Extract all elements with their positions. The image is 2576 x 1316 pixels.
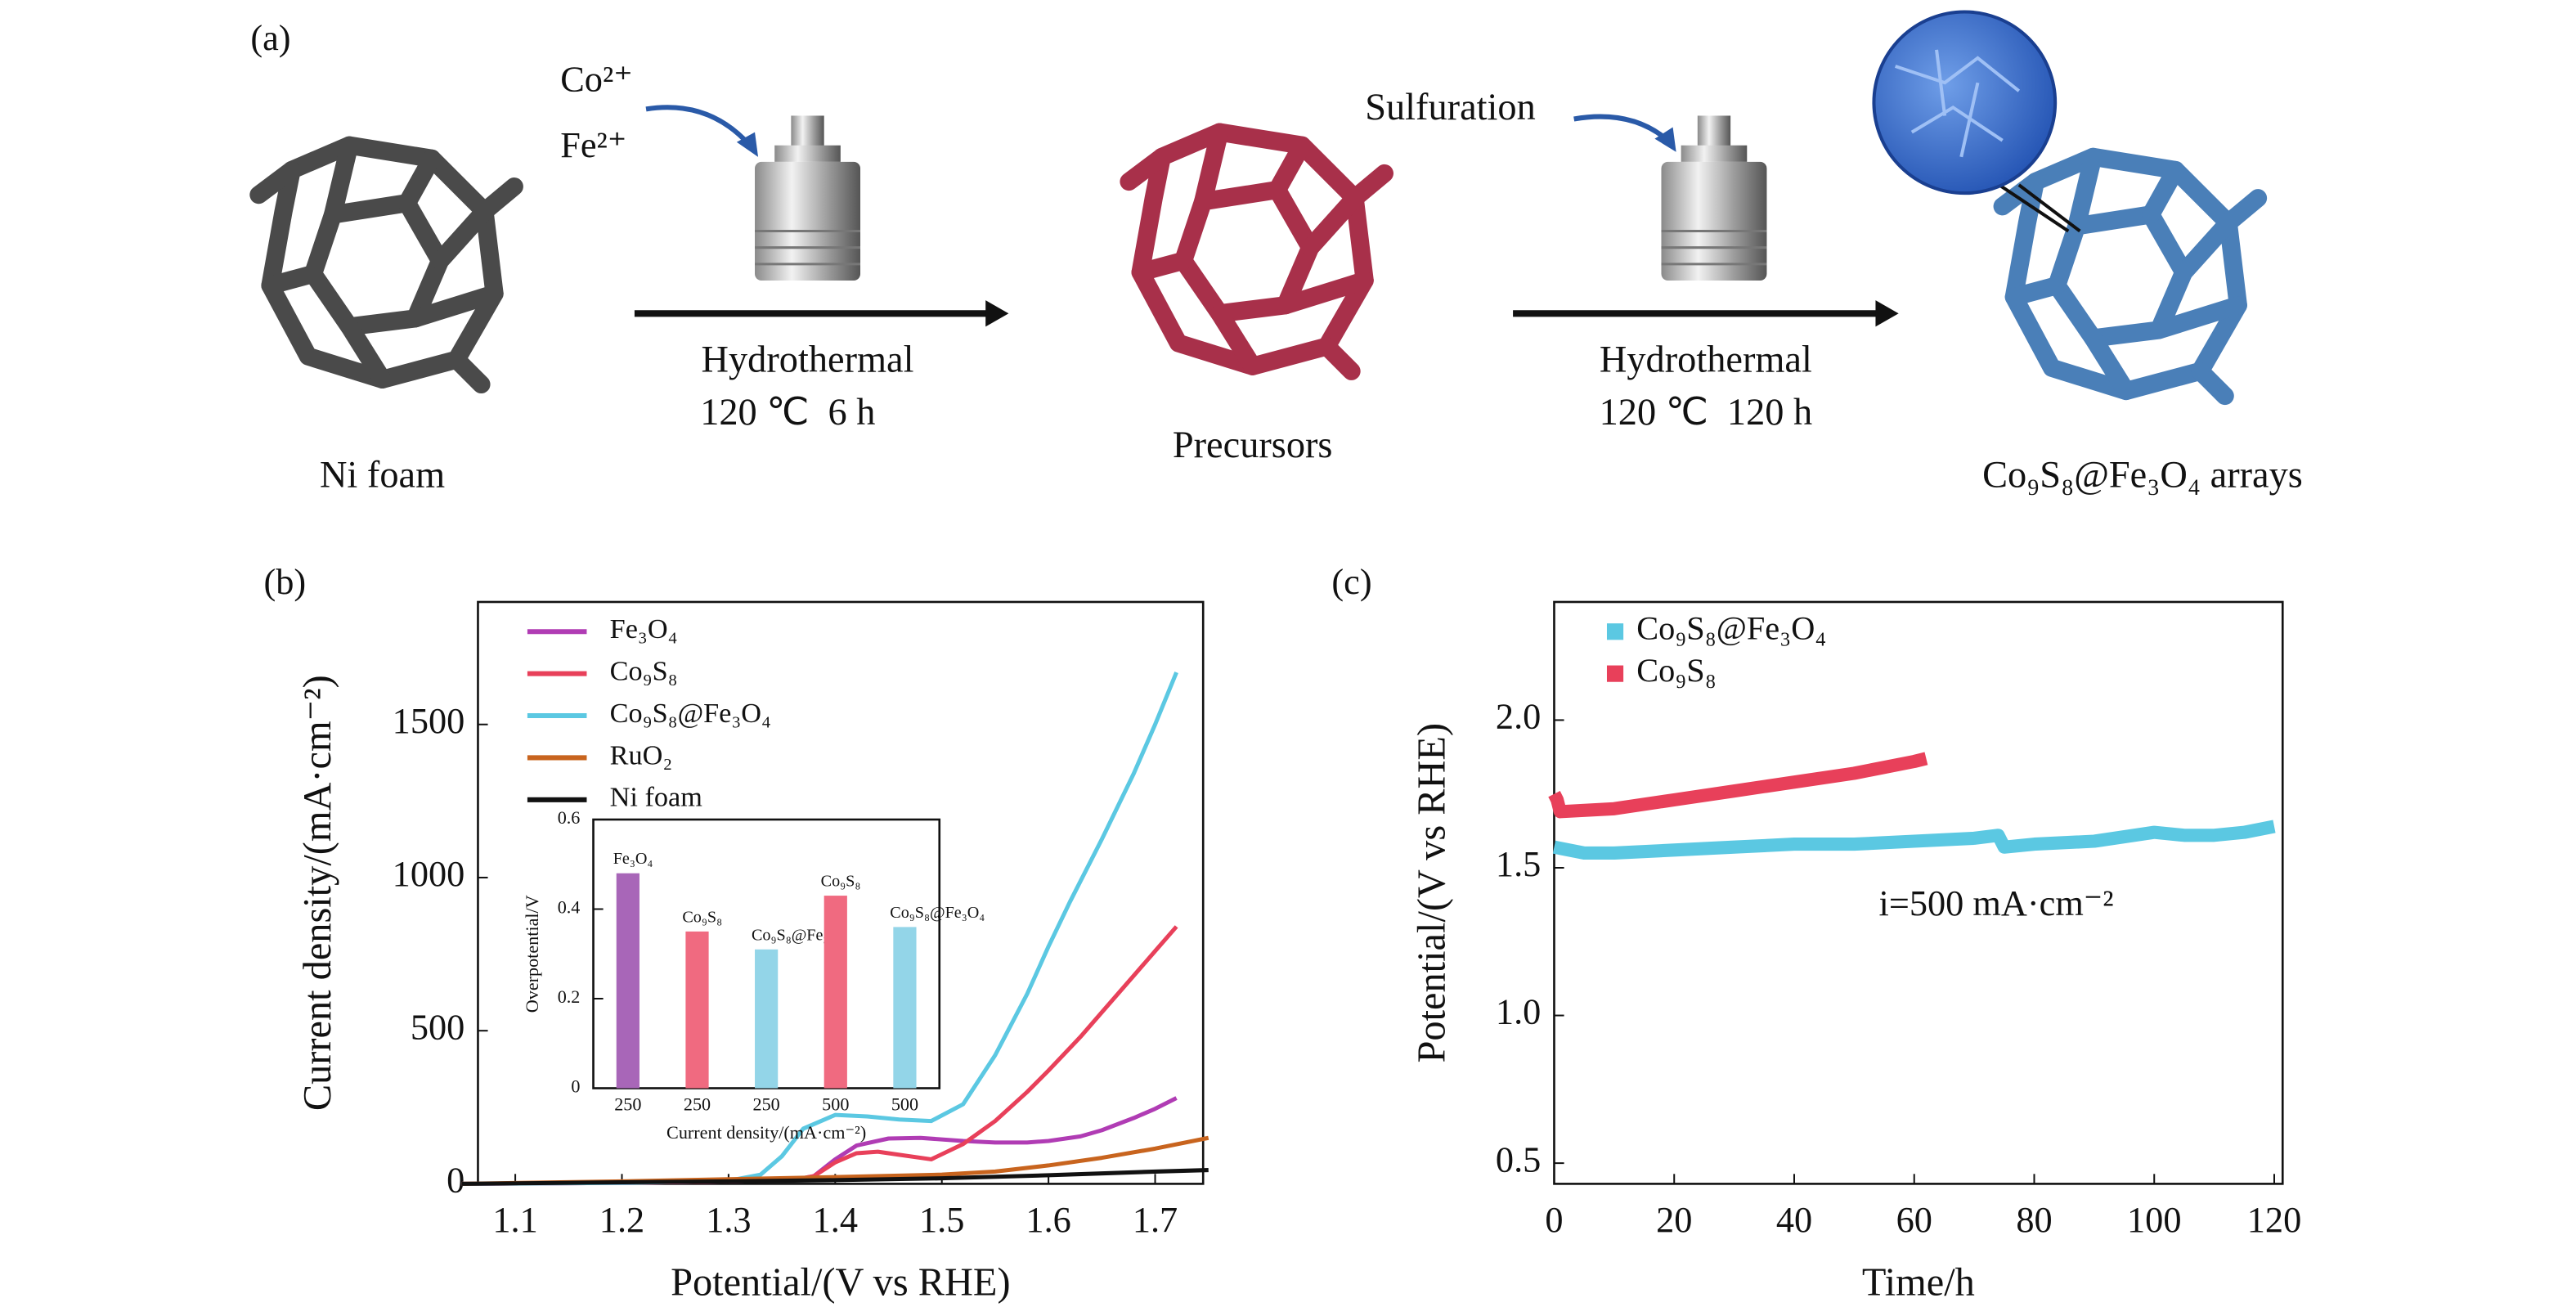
x-tick-label: 1.6: [1025, 1199, 1070, 1240]
legend-swatch: [1606, 623, 1624, 640]
step-condition: 120 ℃ 6 h: [700, 392, 875, 433]
panel-label: (c): [1331, 561, 1371, 602]
arrow-head: [1875, 300, 1899, 327]
series-line: [1552, 820, 2276, 860]
legend-label: Co₉S₈: [1636, 652, 1717, 689]
step-reagent: Sulfuration: [1365, 87, 1536, 128]
curved-arrow: [645, 105, 752, 147]
curved-arrow: [1573, 114, 1670, 142]
y-tick-label: 500: [411, 1006, 465, 1047]
step-condition: 120 ℃ 120 h: [1600, 392, 1813, 433]
x-tick-label: 20: [1656, 1199, 1692, 1240]
y-tick-label: 1500: [393, 700, 465, 741]
legend-label: Fe₃O₄: [610, 613, 678, 645]
sphere-texture: [1895, 49, 2021, 158]
stage-label: Ni foam: [320, 454, 445, 496]
zoom-line: [2017, 183, 2081, 233]
chart: 0 500 1000 1500 (b) Potential/(V vs RHE) Curre…: [263, 561, 1209, 1304]
bar: [616, 873, 640, 1089]
x-tick-label: 1.7: [1133, 1199, 1178, 1240]
arrow-head: [1654, 127, 1676, 152]
x-tick-label: 1.1: [492, 1199, 537, 1240]
series-line: [1548, 752, 1928, 819]
bar: [893, 927, 917, 1089]
x-axis-label: Time/h: [1862, 1260, 1975, 1304]
y-tick-label: 2.0: [1496, 696, 1541, 737]
stage-label: Precursors: [1173, 424, 1333, 466]
y-tick-label: 0.2: [558, 986, 581, 1007]
ni-foam-icon: [258, 146, 514, 384]
panel-label: (a): [250, 17, 290, 58]
arrow-head: [736, 132, 759, 157]
precursor-icon: [1129, 132, 1384, 371]
y-axis-label: Current density/(mA·cm⁻²): [296, 675, 339, 1111]
x-tick-label: 120: [2247, 1199, 2302, 1240]
chart: 0.5 1.0 1.5 2.0 (c) Time/h Potential/(V vs RHE…: [1331, 561, 2301, 1304]
x-tick-label: 500: [822, 1094, 849, 1115]
step-label: Hydrothermal: [702, 339, 914, 380]
x-tick-label: 100: [2127, 1199, 2182, 1240]
x-tick-label: 60: [1896, 1199, 1932, 1240]
y-tick-label: 0: [447, 1160, 464, 1201]
x-axis-label: Potential/(V vs RHE): [671, 1260, 1011, 1304]
y-tick-label: 0.5: [1496, 1139, 1541, 1179]
series-line: [461, 671, 1178, 1186]
bar-label: Co₉S₈: [682, 908, 722, 926]
y-tick-label: 1.0: [1496, 991, 1541, 1032]
y-tick-label: 1.5: [1496, 843, 1541, 884]
bar-label: Co₉S₈@Fe₃O₄: [752, 926, 846, 944]
x-tick-label: 500: [891, 1094, 918, 1115]
legend-label: Co₉S₈: [610, 656, 678, 687]
bar-label: Co₉S₈@Fe₃O₄: [890, 904, 985, 922]
zoom-sphere: [1872, 10, 2058, 195]
legend-swatch: [1606, 665, 1624, 682]
plot-frame: [477, 600, 1205, 1185]
bar: [824, 896, 847, 1089]
arrow-head: [985, 300, 1009, 327]
x-tick-label: 1.4: [813, 1199, 858, 1240]
x-tick-label: 250: [753, 1094, 780, 1115]
y-axis-label: Potential/(V vs RHE): [1410, 723, 1453, 1063]
legend-label: Ni foam: [610, 782, 703, 813]
x-tick-label: 1.3: [706, 1199, 751, 1240]
panel-a: (a) Co²⁺ Fe²⁺ Hydrothermal 120 ℃ 6 h Sul…: [250, 10, 2303, 496]
bar-label: Fe₃O₄: [613, 850, 653, 868]
panel-label: (b): [263, 561, 306, 602]
x-tick-label: 1.5: [919, 1199, 964, 1240]
plot-frame: [1553, 600, 2284, 1185]
bar-label: Co₉S₈: [821, 873, 861, 891]
reactor-icon: [753, 114, 862, 282]
series-line: [461, 1168, 1209, 1186]
reagent: Fe²⁺: [560, 124, 626, 165]
x-tick-label: 40: [1776, 1199, 1812, 1240]
x-tick-label: 80: [2016, 1199, 2052, 1240]
step-label: Hydrothermal: [1600, 339, 1812, 380]
chart: 0 0.2 0.4 0.6 Current density/(mA·cm⁻²) Overp…: [522, 807, 985, 1143]
array-icon: [2003, 157, 2258, 396]
x-tick-label: 250: [614, 1094, 641, 1115]
y-axis-label: Overpotential/V: [522, 895, 542, 1013]
stage-label: Co₉S₈@Fe₃O₄ arrays: [1982, 454, 2303, 496]
reactor-icon: [1659, 114, 1768, 282]
legend-label: Co₉S₈@Fe₃O₄: [1636, 610, 1826, 647]
y-tick-label: 0.4: [558, 897, 581, 918]
bar: [755, 949, 779, 1089]
x-tick-label: 1.2: [599, 1199, 644, 1240]
legend-label: RuO₂: [610, 739, 673, 770]
legend-label: Co₉S₈@Fe₃O₄: [610, 698, 771, 729]
y-tick-label: 0: [571, 1076, 580, 1097]
x-axis-label: Current density/(mA·cm⁻²): [666, 1122, 866, 1143]
x-tick-label: 0: [1545, 1199, 1563, 1240]
zoom-line: [1993, 180, 2070, 233]
y-tick-label: 1000: [393, 853, 465, 894]
x-tick-label: 250: [684, 1094, 711, 1115]
reagent: Co²⁺: [560, 58, 632, 99]
y-tick-label: 0.6: [558, 807, 581, 828]
annotation: i=500 mA·cm⁻²: [1879, 883, 2114, 923]
bar: [685, 931, 709, 1089]
